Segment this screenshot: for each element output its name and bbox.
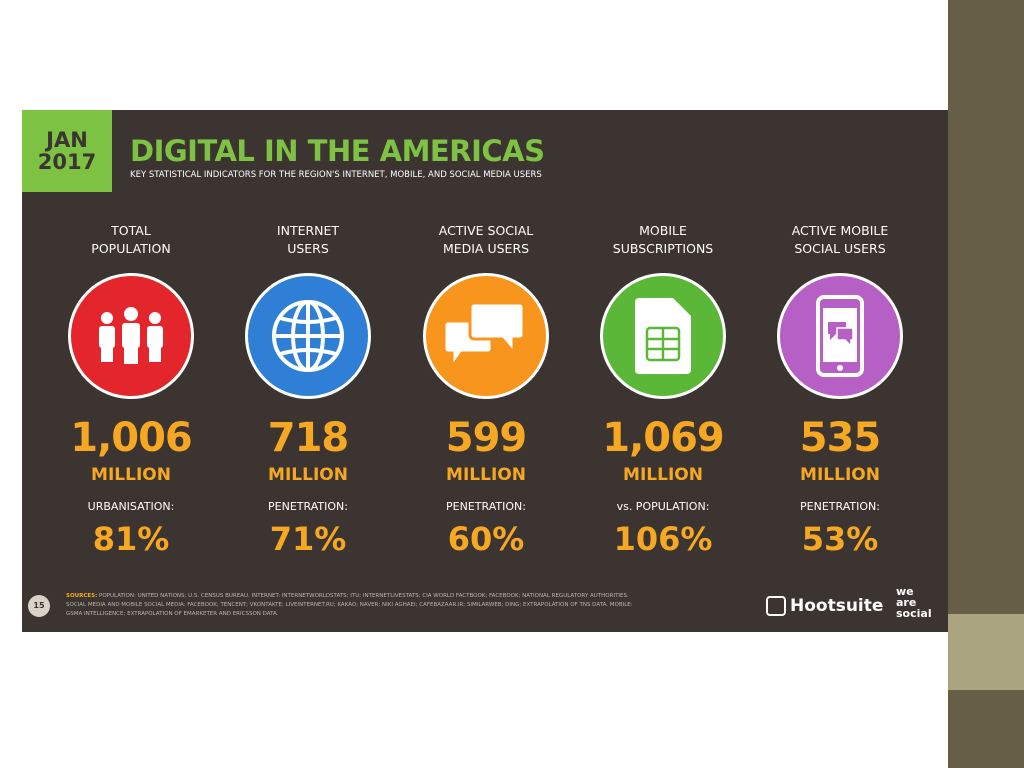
label-line: USERS — [287, 241, 329, 256]
stat-label: INTERNET USERS — [218, 222, 398, 258]
label-line: ACTIVE MOBILE — [791, 223, 889, 238]
chat-icon — [444, 301, 526, 372]
badge-year: 2017 — [37, 150, 97, 174]
infographic: JAN 2017 DIGITAL IN THE AMERICAS KEY STA… — [22, 110, 948, 632]
side-accent — [948, 614, 1024, 690]
icon — [777, 273, 903, 399]
stat-sublabel: PENETRATION: — [800, 500, 880, 513]
stat: MOBILE SUBSCRIPTIONS 1,069 MILLION vs. PO… — [573, 110, 753, 580]
label-line: MOBILE — [639, 223, 687, 238]
sources: SOURCES: POPULATION: UNITED NATIONS; U.S… — [66, 592, 646, 619]
label-line: SUBSCRIPTIONS — [612, 241, 714, 256]
date-badge: JAN 2017 — [22, 110, 112, 192]
sources-text: POPULATION: UNITED NATIONS; U.S. CENSUS … — [66, 593, 633, 617]
stat-subvalue: 53% — [801, 520, 879, 558]
label-line: SOCIAL USERS — [794, 241, 886, 256]
partner-line: we — [896, 585, 914, 598]
brand: Hootsuite — [790, 596, 884, 616]
stat-label: ACTIVE SOCIAL MEDIA USERS — [396, 222, 576, 258]
stat-sublabel: URBANISATION: — [87, 500, 175, 513]
stat: INTERNET USERS 718 MILLION PENETRATION: 7… — [218, 110, 398, 580]
stat-subvalue: 71% — [269, 520, 347, 558]
stat-value: 1,069 — [602, 415, 725, 461]
stat-sublabel: vs. POPULATION: — [616, 500, 710, 513]
stat-unit: MILLION — [91, 465, 171, 485]
stat-sublabel: PENETRATION: — [446, 500, 526, 513]
stat-label: ACTIVE MOBILE SOCIAL USERS — [750, 222, 930, 258]
title: DIGITAL IN THE AMERICAS — [130, 134, 545, 168]
stat-label: MOBILE SUBSCRIPTIONS — [573, 222, 753, 258]
icon — [245, 273, 371, 399]
partner-line: are — [896, 596, 917, 609]
stat-value: 718 — [267, 415, 350, 461]
stat-unit: MILLION — [446, 465, 526, 485]
page-number: 15 — [28, 595, 50, 617]
hootsuite-logo — [766, 596, 786, 616]
label-line: INTERNET — [276, 223, 340, 238]
phone-icon — [816, 295, 864, 377]
stat: ACTIVE MOBILE SOCIAL USERS 535 MILLION PE… — [750, 110, 930, 580]
stat-unit: MILLION — [268, 465, 348, 485]
globe-icon — [272, 300, 344, 372]
partner-logo: we are social — [896, 586, 932, 619]
stat-sublabel: PENETRATION: — [268, 500, 348, 513]
stat-unit: MILLION — [623, 465, 703, 485]
stat-value: 599 — [445, 415, 528, 461]
stat-subvalue: 60% — [447, 520, 525, 558]
stat: ACTIVE SOCIAL MEDIA USERS 599 MILLION PEN… — [396, 110, 576, 580]
icon — [68, 273, 194, 399]
sim-icon — [635, 298, 691, 374]
badge-month: JAN — [46, 128, 88, 152]
stat-value: 535 — [799, 415, 882, 461]
label-line: ACTIVE SOCIAL — [438, 223, 534, 238]
label-line: TOTAL — [111, 223, 151, 238]
icon — [600, 273, 726, 399]
stat-subvalue: 106% — [613, 520, 713, 558]
stat-unit: MILLION — [800, 465, 880, 485]
stat-subvalue: 81% — [92, 520, 170, 558]
label-line: MEDIA USERS — [442, 241, 530, 256]
people-icon — [99, 307, 163, 364]
label-line: POPULATION — [91, 241, 171, 256]
icon — [423, 273, 549, 399]
subtitle: KEY STATISTICAL INDICATORS FOR THE REGIO… — [130, 170, 542, 180]
stat-label: TOTAL POPULATION — [41, 222, 221, 258]
partner-line: social — [896, 607, 932, 620]
stat-value: 1,006 — [70, 415, 193, 461]
stat: TOTAL POPULATION 1,006 MILLION URBANISATI… — [41, 110, 221, 580]
sources-label: SOURCES: — [66, 593, 98, 599]
